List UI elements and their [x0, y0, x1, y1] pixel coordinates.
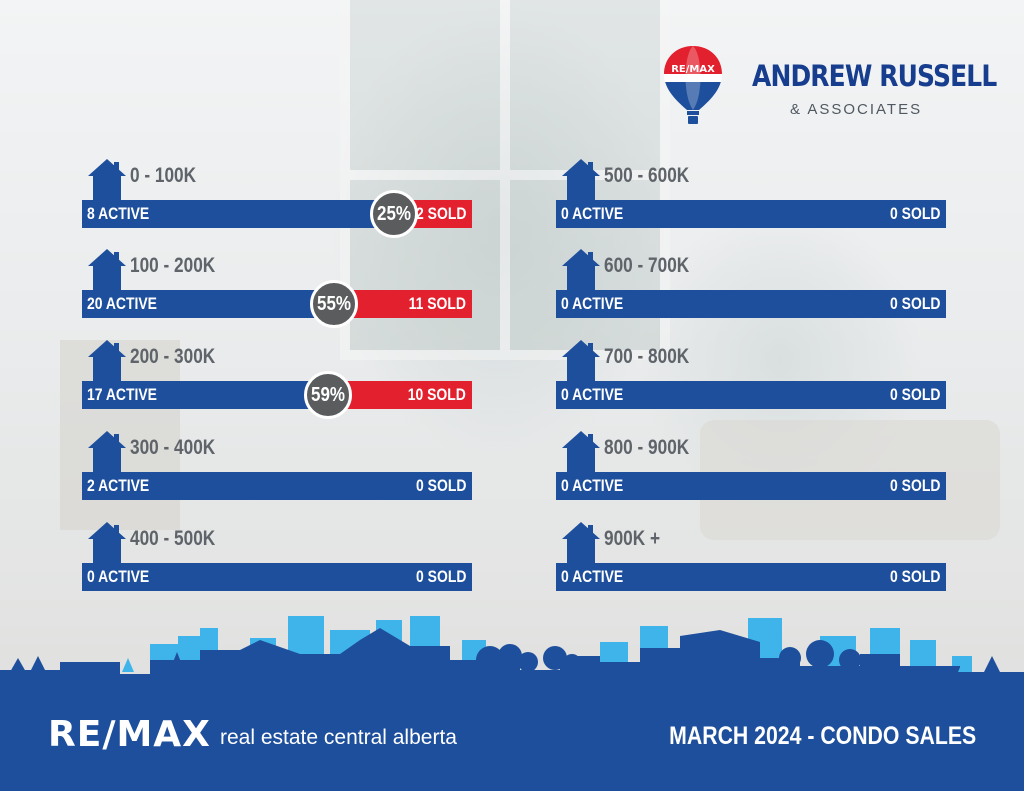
active-bar: 0 ACTIVE 0 SOLD — [556, 290, 946, 318]
price-range-label: 100 - 200K — [130, 254, 216, 277]
house-icon — [561, 248, 601, 290]
price-range-row: 100 - 200K 20 ACTIVE 11 SOLD 55% — [82, 248, 472, 328]
active-count-label: 0 ACTIVE — [561, 385, 624, 404]
sell-ratio-badge: 25% — [370, 190, 418, 238]
price-range-label: 800 - 900K — [604, 436, 690, 459]
active-count-label: 17 ACTIVE — [87, 385, 157, 404]
active-bar: 0 ACTIVE 0 SOLD — [556, 563, 946, 591]
active-bar: 0 ACTIVE 0 SOLD — [82, 563, 472, 591]
price-range-row: 500 - 600K 0 ACTIVE 0 SOLD — [556, 158, 946, 230]
active-count-label: 8 ACTIVE — [87, 204, 150, 223]
price-range-row: 900K + 0 ACTIVE 0 SOLD — [556, 521, 946, 593]
house-icon — [87, 248, 127, 290]
house-icon — [87, 521, 127, 563]
active-bar: 0 ACTIVE 0 SOLD — [556, 200, 946, 228]
report-period: MARCH 2024 - CONDO SALES — [669, 722, 976, 750]
active-count-label: 20 ACTIVE — [87, 294, 157, 313]
price-range-label: 400 - 500K — [130, 527, 216, 550]
price-range-row: 300 - 400K 2 ACTIVE 0 SOLD — [82, 430, 472, 502]
active-bar: 8 ACTIVE 2 SOLD 25% — [82, 190, 472, 238]
active-count-label: 0 ACTIVE — [87, 567, 150, 586]
price-range-label: 900K + — [604, 527, 661, 550]
price-range-row: 400 - 500K 0 ACTIVE 0 SOLD — [82, 521, 472, 593]
active-bar: 0 ACTIVE 0 SOLD — [556, 381, 946, 409]
sold-count-label: 11 SOLD — [408, 294, 466, 313]
sell-ratio-badge: 55% — [309, 280, 358, 328]
city-skyline-icon — [0, 616, 1024, 690]
sold-count-label: 0 SOLD — [889, 294, 940, 313]
sold-count-label: 10 SOLD — [407, 385, 466, 404]
price-range-row: 600 - 700K 0 ACTIVE 0 SOLD — [556, 248, 946, 320]
footer-tagline: real estate central alberta — [220, 726, 457, 749]
house-icon — [87, 158, 127, 200]
price-range-row: 700 - 800K 0 ACTIVE 0 SOLD — [556, 339, 946, 411]
footer-logo: RE/MAX — [48, 714, 211, 755]
house-icon — [561, 430, 601, 472]
active-count-label: 2 ACTIVE — [87, 476, 150, 495]
house-icon — [561, 521, 601, 563]
house-icon — [87, 339, 127, 381]
active-bar: 2 ACTIVE 0 SOLD — [82, 472, 472, 500]
sold-count-label: 0 SOLD — [415, 567, 466, 586]
sold-count-label: 0 SOLD — [889, 567, 940, 586]
house-icon — [561, 158, 601, 200]
active-bar: 20 ACTIVE 11 SOLD 55% — [82, 280, 472, 328]
active-count-label: 0 ACTIVE — [561, 476, 624, 495]
house-icon — [87, 430, 127, 472]
active-count-label: 0 ACTIVE — [561, 567, 624, 586]
brand-subtitle: & ASSOCIATES — [790, 101, 923, 118]
price-range-label: 700 - 800K — [604, 345, 690, 368]
price-range-label: 300 - 400K — [130, 436, 216, 459]
brand-name: ANDREW RUSSELL — [752, 59, 997, 93]
sold-count-label: 2 SOLD — [415, 204, 466, 223]
active-bar: 17 ACTIVE 10 SOLD 59% — [82, 371, 472, 419]
price-range-label: 500 - 600K — [604, 164, 690, 187]
footer-bar: RE/MAX real estate central alberta MARCH… — [0, 686, 1024, 791]
balloon-logo-text: RE/MAX — [671, 64, 715, 75]
sold-bar — [327, 381, 472, 409]
active-count-label: 0 ACTIVE — [561, 204, 624, 223]
sold-count-label: 0 SOLD — [889, 204, 940, 223]
sold-count-label: 0 SOLD — [889, 385, 940, 404]
price-range-row: 0 - 100K 8 ACTIVE 2 SOLD 25% — [82, 158, 472, 238]
house-icon — [561, 339, 601, 381]
price-range-row: 200 - 300K 17 ACTIVE 10 SOLD 59% — [82, 339, 472, 419]
price-range-label: 600 - 700K — [604, 254, 690, 277]
sold-count-label: 0 SOLD — [889, 476, 940, 495]
price-range-row: 800 - 900K 0 ACTIVE 0 SOLD — [556, 430, 946, 502]
price-range-label: 200 - 300K — [130, 345, 216, 368]
balloon-logo-icon: RE/MAX — [664, 46, 722, 124]
sold-count-label: 0 SOLD — [415, 476, 466, 495]
active-count-label: 0 ACTIVE — [561, 294, 624, 313]
active-bar: 0 ACTIVE 0 SOLD — [556, 472, 946, 500]
sell-ratio-badge: 59% — [303, 371, 352, 419]
price-range-label: 0 - 100K — [130, 164, 197, 187]
